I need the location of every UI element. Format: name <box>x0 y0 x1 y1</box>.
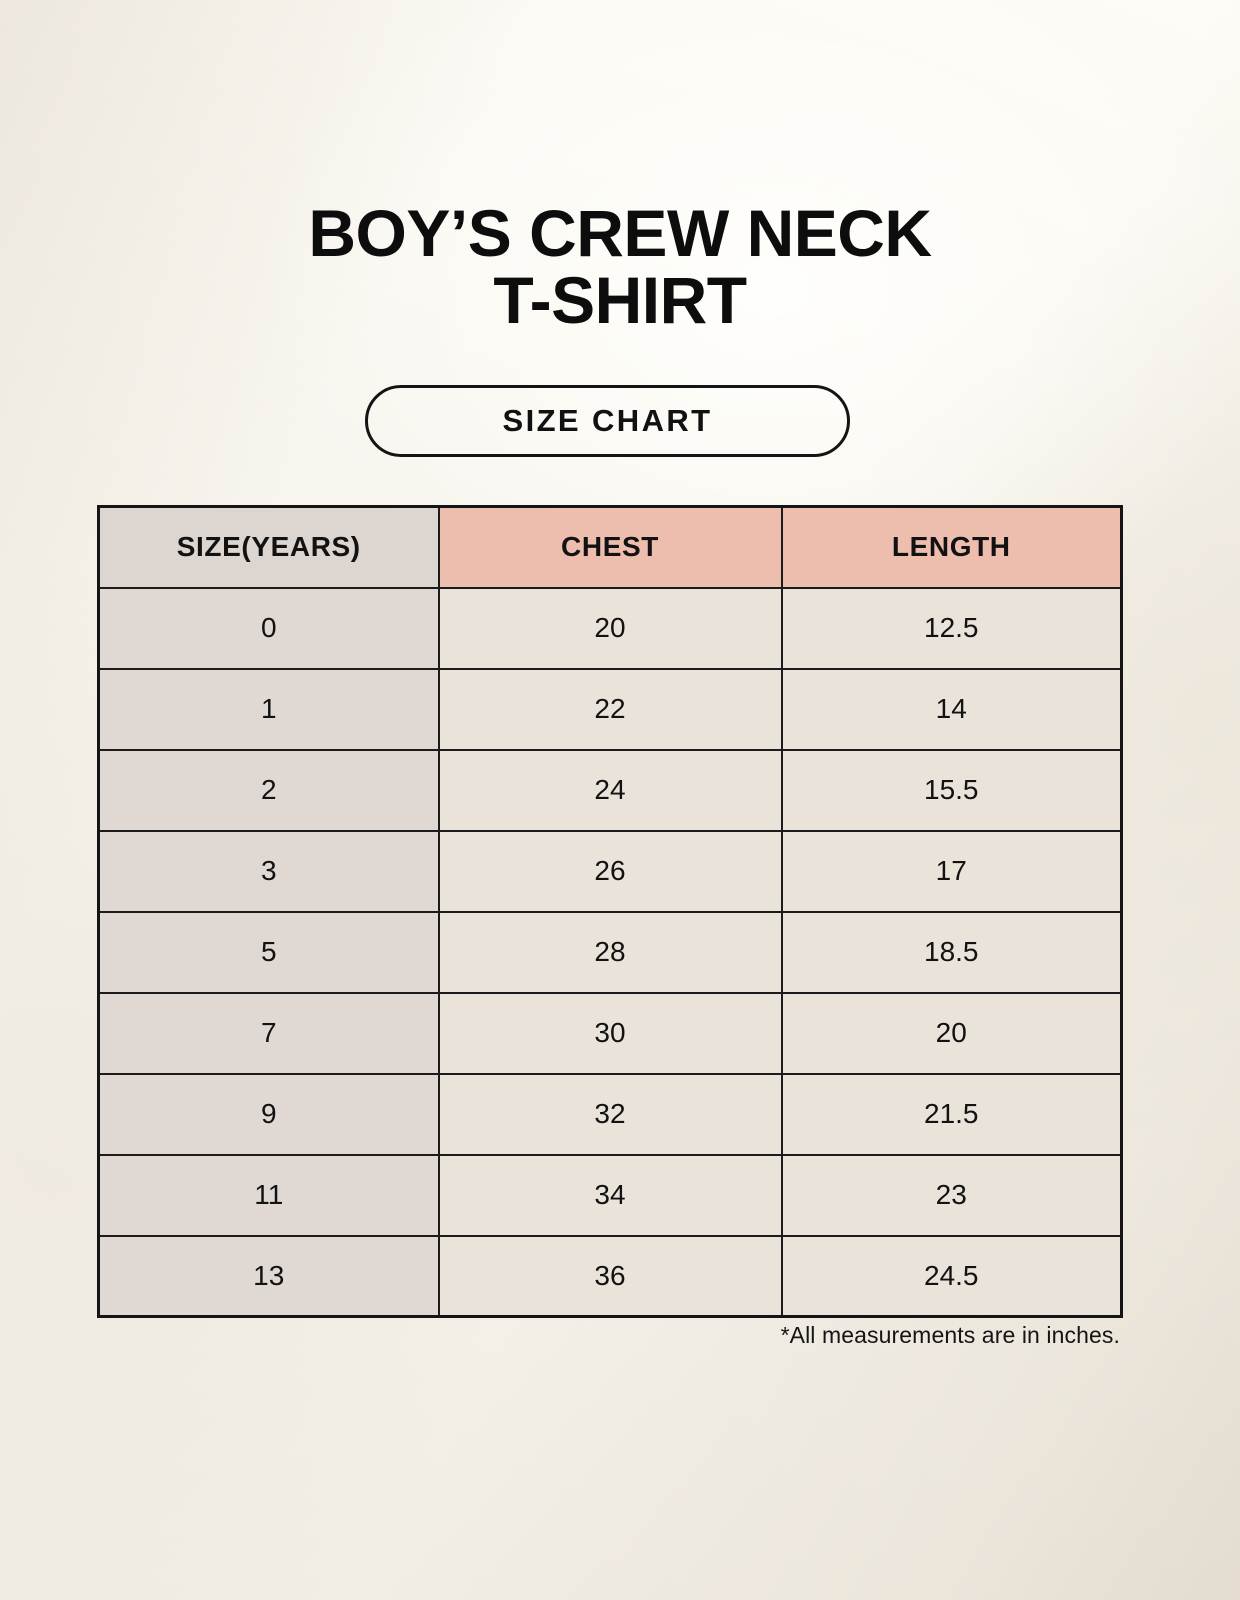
cell-size-years: 13 <box>97 1234 440 1318</box>
cell-chest: 28 <box>437 910 783 994</box>
cell-length: 24.5 <box>780 1234 1123 1318</box>
cell-chest: 34 <box>437 1153 783 1237</box>
size-table-container: SIZE(YEARS) CHEST LENGTH 0 20 12.5 1 22 14 2 24… <box>97 505 1123 1318</box>
cell-length: 12.5 <box>780 586 1123 670</box>
cell-size-years: 0 <box>97 586 440 670</box>
column-header-chest: CHEST <box>437 505 783 589</box>
table-row: 2 24 15.5 <box>97 748 1123 832</box>
cell-chest: 36 <box>437 1234 783 1318</box>
cell-chest: 20 <box>437 586 783 670</box>
cell-length: 15.5 <box>780 748 1123 832</box>
cell-length: 23 <box>780 1153 1123 1237</box>
column-header-length: LENGTH <box>780 505 1123 589</box>
cell-length: 17 <box>780 829 1123 913</box>
cell-length: 20 <box>780 991 1123 1075</box>
cell-chest: 30 <box>437 991 783 1075</box>
table-row: 7 30 20 <box>97 991 1123 1075</box>
cell-length: 14 <box>780 667 1123 751</box>
size-table-head: SIZE(YEARS) CHEST LENGTH <box>97 505 1123 589</box>
cell-size-years: 11 <box>97 1153 440 1237</box>
cell-chest: 32 <box>437 1072 783 1156</box>
table-row: 0 20 12.5 <box>97 586 1123 670</box>
cell-chest: 22 <box>437 667 783 751</box>
cell-size-years: 5 <box>97 910 440 994</box>
cell-size-years: 9 <box>97 1072 440 1156</box>
cell-chest: 24 <box>437 748 783 832</box>
size-table-body: 0 20 12.5 1 22 14 2 24 15.5 3 26 17 5 28 18.5 7 30 20 9 32 2… <box>97 586 1123 1318</box>
table-row: 11 34 23 <box>97 1153 1123 1237</box>
table-row: 13 36 24.5 <box>97 1234 1123 1318</box>
table-row: 9 32 21.5 <box>97 1072 1123 1156</box>
table-row: 3 26 17 <box>97 829 1123 913</box>
cell-size-years: 3 <box>97 829 440 913</box>
page-title: BOY’S CREW NECK T-SHIRT <box>308 196 932 338</box>
column-header-size: SIZE(YEARS) <box>97 505 440 589</box>
cell-length: 21.5 <box>780 1072 1123 1156</box>
measurement-units-note: *All measurements are in inches. <box>780 1322 1120 1348</box>
cell-chest: 26 <box>437 829 783 913</box>
cell-length: 18.5 <box>780 910 1123 994</box>
size-chart-badge: SIZE CHART <box>365 385 850 457</box>
cell-size-years: 2 <box>97 748 440 832</box>
size-table: SIZE(YEARS) CHEST LENGTH 0 20 12.5 1 22 14 2 24… <box>97 505 1123 1318</box>
cell-size-years: 1 <box>97 667 440 751</box>
table-row: 1 22 14 <box>97 667 1123 751</box>
size-chart-badge-label: SIZE CHART <box>502 403 713 438</box>
table-row: 5 28 18.5 <box>97 910 1123 994</box>
table-header-row: SIZE(YEARS) CHEST LENGTH <box>97 505 1123 589</box>
cell-size-years: 7 <box>97 991 440 1075</box>
